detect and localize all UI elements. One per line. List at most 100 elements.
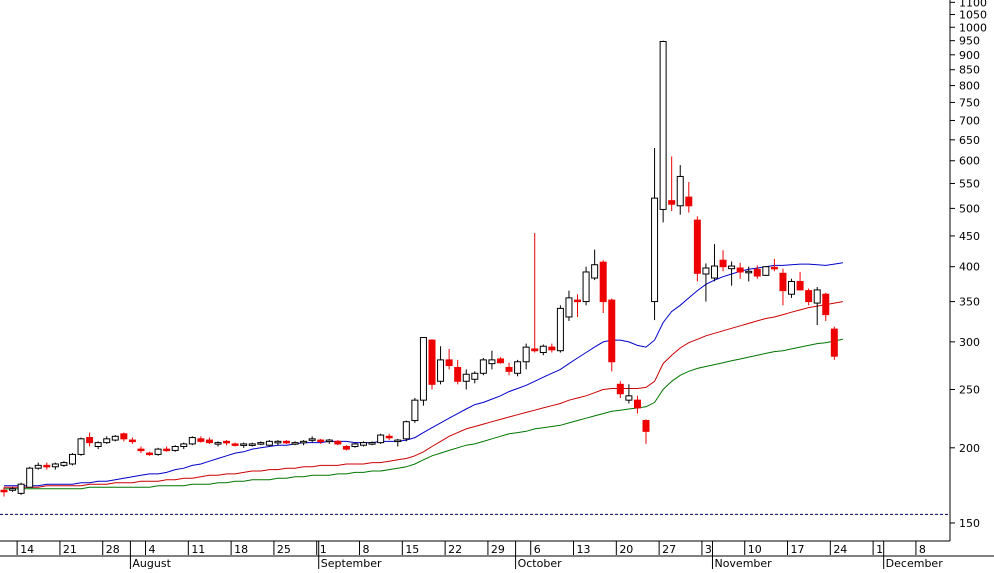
candle-body [308, 438, 316, 441]
candle-body [180, 443, 188, 448]
y-tick-label: 350 [959, 296, 980, 309]
candle-body [34, 464, 42, 469]
y-tick-label: 1050 [959, 9, 987, 22]
candle-body [531, 348, 539, 352]
candle [51, 462, 59, 470]
x-day-label: 8 [363, 543, 370, 556]
axes-frame [0, 0, 994, 557]
y-tick-label: 800 [959, 80, 980, 93]
candle-body [26, 467, 34, 488]
candle [830, 326, 838, 360]
candle-body [317, 439, 325, 443]
candle [745, 266, 753, 282]
candle-body [710, 265, 718, 279]
y-tick-label: 450 [959, 230, 980, 243]
candle [805, 288, 813, 306]
candle-body [360, 442, 368, 446]
candle-body [137, 448, 145, 452]
candle-body [479, 359, 487, 374]
candle [68, 453, 76, 466]
candle [385, 433, 393, 441]
candle-body [745, 270, 753, 274]
x-day-label: 22 [448, 543, 462, 556]
candle-body [565, 297, 573, 318]
candle-body [419, 337, 427, 401]
candle [437, 346, 445, 385]
candle-body [120, 433, 128, 440]
y-tick-label: 900 [959, 49, 980, 62]
x-day-label: 1 [320, 543, 327, 556]
candle [137, 446, 145, 454]
candle-body [719, 259, 727, 268]
candle-body [223, 440, 231, 444]
candle-body [291, 442, 299, 445]
candle [488, 350, 496, 370]
candle [419, 337, 427, 406]
candle-body [574, 299, 582, 303]
candle-body [334, 440, 342, 445]
candle-body [471, 372, 479, 380]
candle-body [736, 267, 744, 273]
candle-body [428, 339, 436, 385]
candle [351, 442, 359, 448]
candle-body [548, 346, 556, 351]
candle-body [265, 440, 273, 446]
candle [633, 395, 641, 414]
candle [291, 441, 299, 446]
y-tick-label: 600 [959, 155, 980, 168]
candle [205, 437, 213, 444]
candle [548, 343, 556, 353]
candle-body [651, 197, 659, 303]
candle [496, 357, 504, 364]
x-day-label: 6 [534, 543, 541, 556]
candle [325, 438, 333, 444]
candle [676, 165, 684, 215]
y-tick-label: 300 [959, 336, 980, 349]
candle [779, 268, 787, 306]
candle [591, 249, 599, 281]
candle [103, 436, 111, 444]
candle-body [539, 345, 547, 354]
candle-body [51, 463, 59, 468]
x-day-label: 29 [491, 543, 505, 556]
candle-body [616, 383, 624, 395]
candlestick-layer [0, 40, 838, 497]
candle [34, 462, 42, 470]
candle-body [753, 268, 761, 277]
candle [454, 359, 462, 385]
candle-body [300, 440, 308, 444]
candle [471, 371, 479, 384]
candle-body [188, 437, 196, 445]
x-day-label: 10 [748, 543, 762, 556]
candle-body [17, 483, 25, 494]
x-month-label: September [321, 557, 382, 569]
candle [668, 156, 676, 212]
candle-body [94, 442, 102, 448]
candle-body [411, 399, 419, 422]
candle-body [822, 293, 830, 316]
moving-average-line-2 [4, 301, 843, 488]
x-day-label: 4 [149, 543, 156, 556]
candle [197, 436, 205, 443]
candle-body [240, 443, 248, 446]
candle [171, 445, 179, 452]
candle-body [214, 442, 222, 445]
candle [377, 433, 385, 444]
candle [565, 290, 573, 321]
candle-body [77, 438, 85, 455]
x-day-label: 21 [63, 543, 77, 556]
candle-body [86, 437, 94, 444]
candle [642, 419, 650, 444]
candle-body [762, 266, 770, 276]
candle [26, 466, 34, 488]
candle [556, 305, 564, 353]
candle [368, 441, 376, 446]
y-tick-label: 250 [959, 383, 980, 396]
candle [77, 437, 85, 456]
x-month-label: November [714, 557, 772, 569]
candle-body [659, 40, 667, 210]
candle [693, 216, 701, 282]
y-tick-label: 1100 [959, 0, 987, 9]
candle [531, 233, 539, 353]
candle [231, 442, 239, 447]
